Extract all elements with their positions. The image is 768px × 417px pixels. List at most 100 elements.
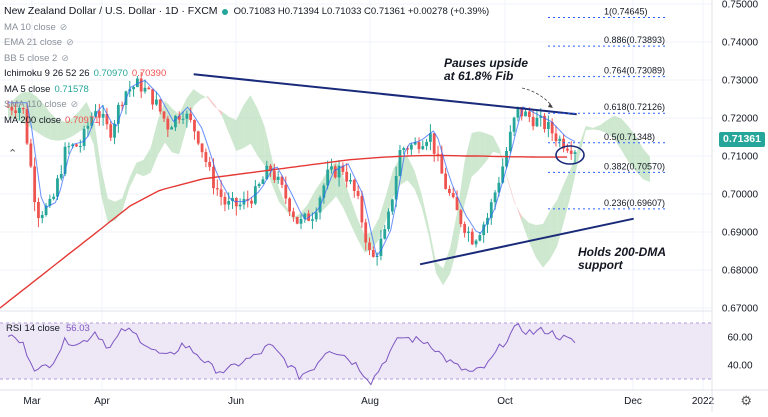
time-tick-label: Aug xyxy=(361,396,379,407)
lower-trendline[interactable] xyxy=(419,217,634,266)
price-tick-label: 0.74000 xyxy=(722,38,759,49)
candle-body xyxy=(482,224,486,236)
cloud-segment xyxy=(628,126,636,172)
candle-body xyxy=(455,197,459,211)
candle-body xyxy=(311,219,314,221)
price-tick-label: 0.67000 xyxy=(722,304,759,315)
candle-body xyxy=(231,197,234,202)
collapse-legend-icon[interactable]: ⌃ xyxy=(8,148,18,160)
candle-body xyxy=(158,99,162,112)
cloud-segment xyxy=(293,213,301,220)
cloud-segment xyxy=(222,111,230,134)
candle-body xyxy=(257,183,261,187)
cloud-segment xyxy=(50,113,58,141)
cloud-segment xyxy=(29,91,37,132)
candle-body xyxy=(219,189,223,197)
candle-body xyxy=(341,165,345,172)
upper-trendline[interactable] xyxy=(193,73,577,116)
candle-body xyxy=(539,115,543,118)
price-axis[interactable]: 0.75000 0.74000 0.73000 0.72000 0.71000 0.700… xyxy=(722,0,759,315)
fibonacci-levels[interactable]: 1(0.74645) 0.886(0.73893) 0.764(0.73089) 0.… xyxy=(548,6,665,210)
candle-body xyxy=(565,148,569,151)
rsi-band xyxy=(0,323,712,379)
candle-body xyxy=(265,165,269,180)
cloud-segment xyxy=(464,132,472,205)
candle-body xyxy=(223,196,227,205)
candle-body xyxy=(227,201,231,205)
cloud-segment xyxy=(65,118,73,140)
gear-icon[interactable]: ⚙ xyxy=(740,393,752,408)
candle-body xyxy=(512,117,516,132)
candle-body xyxy=(44,205,48,216)
candle-body xyxy=(569,150,573,154)
candle-body xyxy=(109,124,113,138)
candle-body xyxy=(387,211,390,230)
candle-body xyxy=(345,171,349,182)
candle-body xyxy=(269,165,272,171)
candle-body xyxy=(379,238,383,257)
candle-body xyxy=(162,111,166,119)
candle-body xyxy=(554,133,558,142)
cloud-segment xyxy=(585,126,593,131)
cloud-segment xyxy=(621,118,629,163)
cloud-segment xyxy=(478,131,486,171)
cloud-segment xyxy=(200,94,208,100)
candle-body xyxy=(314,212,318,220)
fib-level-label: 0.5(0.71348) xyxy=(604,132,655,142)
candle-body xyxy=(333,166,337,178)
candle-body xyxy=(200,143,204,153)
pause-line-1: Pauses upside xyxy=(444,56,529,70)
ichimoku-cloud xyxy=(8,89,650,286)
time-axis[interactable]: Mar Apr Jun Aug Oct Dec 2022 xyxy=(23,396,714,407)
cloud-segment xyxy=(72,110,80,137)
price-tick-label: 0.71000 xyxy=(722,152,759,163)
candle-body xyxy=(14,110,18,114)
candle-body xyxy=(185,113,189,119)
candle-body xyxy=(516,107,520,118)
candle-body xyxy=(67,146,71,148)
cloud-segment xyxy=(257,108,265,166)
price-tick-label: 0.68000 xyxy=(722,266,759,277)
cloud-segment xyxy=(186,89,194,129)
candle-body xyxy=(196,131,200,144)
rsi-line xyxy=(7,323,576,386)
cloud-segment xyxy=(115,198,123,221)
candle-body xyxy=(193,119,196,132)
candle-body xyxy=(234,197,238,207)
candle-body xyxy=(524,111,527,117)
candle-body xyxy=(493,192,497,203)
fib-level-label: 0.618(0.72126) xyxy=(604,102,665,112)
fib-level-label: 1(0.74645) xyxy=(604,6,648,16)
candle-body xyxy=(330,166,333,170)
fib-level-label: 0.382(0.70570) xyxy=(604,161,665,171)
highlight-ellipse xyxy=(555,145,585,165)
candle-body xyxy=(288,198,291,212)
candle-body xyxy=(116,104,120,124)
candle-body xyxy=(478,235,482,241)
cloud-segment xyxy=(236,105,244,152)
cloud-segment xyxy=(207,96,215,108)
candle-body xyxy=(535,117,539,127)
cloud-segment xyxy=(635,135,643,180)
candle-body xyxy=(486,217,489,225)
candle-body xyxy=(25,109,29,144)
cloud-segment xyxy=(607,115,615,140)
candle-body xyxy=(368,242,371,251)
candle-body xyxy=(105,113,109,125)
candle-body xyxy=(139,78,143,92)
candle-body xyxy=(10,106,14,111)
cloud-segment xyxy=(229,116,237,152)
candle-body xyxy=(406,148,409,150)
cloud-segment xyxy=(421,194,429,237)
candle-body xyxy=(428,133,432,142)
candle-body xyxy=(48,198,52,206)
candle-body xyxy=(189,113,193,120)
cloud-segment xyxy=(350,198,358,240)
candle-body xyxy=(394,175,398,200)
candle-body xyxy=(543,115,546,130)
candle-body xyxy=(550,121,554,134)
candle-body xyxy=(155,99,158,105)
candle-body xyxy=(352,179,356,191)
